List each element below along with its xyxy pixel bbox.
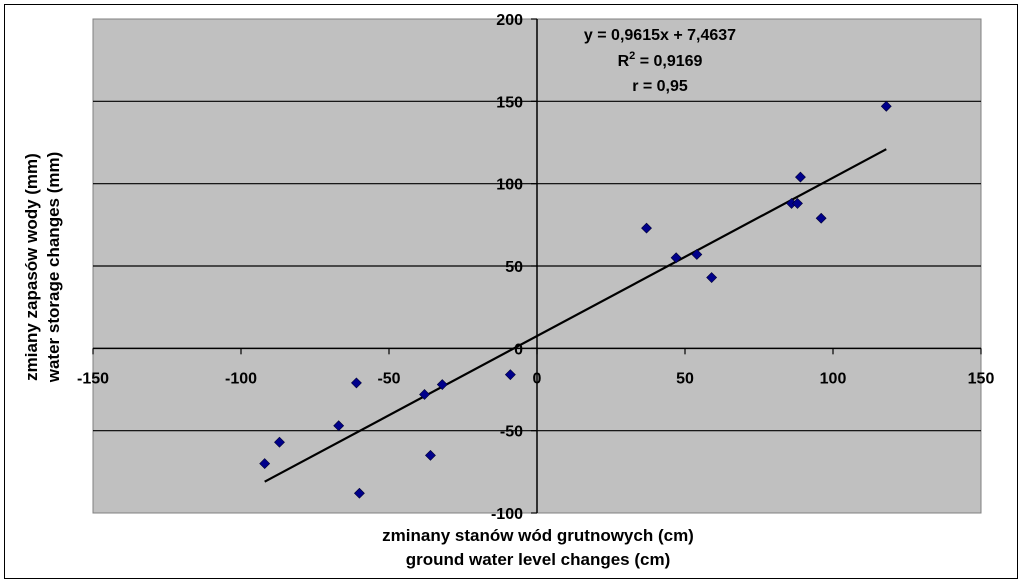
data-point bbox=[351, 377, 362, 389]
data-point bbox=[641, 222, 652, 234]
x-tick-label: 50 bbox=[676, 370, 694, 387]
y-tick-label: 0 bbox=[514, 341, 523, 358]
data-point bbox=[259, 458, 271, 470]
trendline bbox=[264, 148, 887, 483]
r-squared-label: R2 = 0,9169 bbox=[618, 50, 703, 70]
y-tick-label: 150 bbox=[496, 94, 523, 111]
y-axis-title-line-2: water storage changes (mm) bbox=[44, 152, 63, 384]
y-axis-title-line-1: zmiany zapasów wody (mm) bbox=[22, 153, 41, 381]
data-point bbox=[691, 249, 703, 260]
x-tick-label: 0 bbox=[533, 370, 542, 387]
data-point bbox=[670, 252, 682, 264]
x-tick-label: 150 bbox=[968, 370, 995, 387]
x-tick-label: -150 bbox=[77, 370, 109, 387]
x-tick-label: 100 bbox=[820, 370, 847, 387]
data-points bbox=[259, 100, 892, 499]
axes bbox=[92, 18, 982, 514]
data-point bbox=[425, 449, 436, 461]
data-point bbox=[274, 436, 285, 448]
y-tick-label: 50 bbox=[505, 259, 523, 276]
data-point bbox=[436, 379, 448, 390]
data-point bbox=[795, 171, 806, 183]
x-axis-title-line-2: ground water level changes (cm) bbox=[406, 550, 671, 569]
r-squared-prefix: R bbox=[618, 53, 630, 70]
data-point bbox=[706, 272, 718, 283]
data-point bbox=[504, 369, 516, 381]
y-tick-label: 200 bbox=[496, 12, 523, 29]
chart-frame bbox=[4, 4, 1018, 579]
y-tick-label: -100 bbox=[491, 506, 523, 523]
data-point bbox=[880, 100, 892, 112]
data-point bbox=[353, 487, 365, 499]
data-point bbox=[815, 212, 827, 224]
x-axis-title-line-1: zminany stanów wód grutnowych (cm) bbox=[382, 526, 694, 545]
y-tick-label: 100 bbox=[496, 177, 523, 194]
correlation-label: r = 0,95 bbox=[632, 78, 688, 95]
data-point bbox=[419, 389, 430, 400]
data-point bbox=[792, 198, 803, 209]
x-tick-label: -100 bbox=[225, 370, 257, 387]
data-point bbox=[333, 420, 345, 432]
y-tick-labels: -100 -50 0 50 100 150 200 bbox=[491, 12, 523, 523]
r-squared-superscript: 2 bbox=[629, 50, 635, 62]
x-tick-labels: -150 -100 -50 0 50 100 150 bbox=[77, 370, 994, 387]
x-tick-label: -50 bbox=[377, 370, 400, 387]
equation-label: y = 0,9615x + 7,4637 bbox=[584, 27, 736, 44]
y-tick-label: -50 bbox=[500, 424, 523, 441]
r-squared-value: = 0,9169 bbox=[635, 53, 702, 70]
